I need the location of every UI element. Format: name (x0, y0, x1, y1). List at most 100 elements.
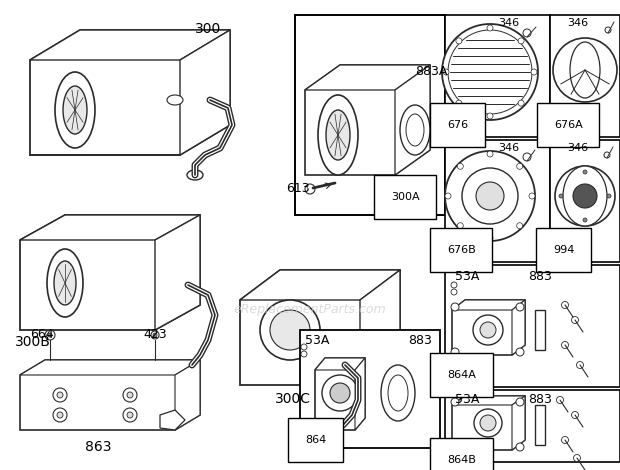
Bar (300, 330, 440, 448)
Polygon shape (20, 360, 200, 430)
Circle shape (573, 184, 597, 208)
Circle shape (516, 348, 524, 356)
Circle shape (523, 29, 531, 37)
Circle shape (480, 322, 496, 338)
Circle shape (445, 193, 451, 199)
Polygon shape (535, 310, 545, 350)
Circle shape (151, 331, 159, 339)
Circle shape (57, 392, 63, 398)
Polygon shape (355, 358, 365, 430)
Circle shape (451, 398, 459, 406)
Polygon shape (360, 270, 400, 385)
Polygon shape (305, 65, 430, 90)
Ellipse shape (406, 114, 424, 146)
Ellipse shape (336, 420, 350, 430)
Circle shape (476, 182, 504, 210)
Polygon shape (20, 215, 200, 240)
Text: 300B: 300B (15, 335, 51, 349)
Ellipse shape (54, 261, 76, 305)
Circle shape (53, 408, 67, 422)
Text: 676: 676 (447, 120, 468, 130)
Circle shape (487, 25, 493, 31)
Circle shape (480, 415, 496, 431)
Circle shape (529, 193, 535, 199)
Circle shape (127, 392, 133, 398)
Bar (445, 140, 550, 262)
Bar (445, 15, 550, 137)
Text: 676A: 676A (554, 120, 583, 130)
Circle shape (607, 194, 611, 198)
Circle shape (562, 301, 569, 308)
Circle shape (451, 289, 457, 295)
Ellipse shape (187, 170, 203, 180)
Text: 664: 664 (30, 328, 53, 341)
Circle shape (57, 412, 63, 418)
Circle shape (516, 303, 524, 311)
Circle shape (562, 437, 569, 444)
Circle shape (562, 342, 569, 348)
Ellipse shape (570, 42, 600, 98)
Circle shape (487, 113, 493, 119)
Circle shape (301, 344, 307, 350)
Polygon shape (20, 360, 200, 375)
Polygon shape (20, 215, 200, 330)
Polygon shape (452, 396, 525, 450)
Text: 994: 994 (553, 245, 574, 255)
Text: 864B: 864B (447, 455, 476, 465)
Polygon shape (30, 30, 230, 155)
Text: 676B: 676B (447, 245, 476, 255)
Polygon shape (395, 65, 430, 175)
Circle shape (53, 388, 67, 402)
Text: 864A: 864A (447, 370, 476, 380)
Circle shape (523, 153, 531, 161)
Text: 300C: 300C (275, 392, 311, 406)
Circle shape (301, 351, 307, 357)
Text: 883: 883 (528, 270, 552, 283)
Ellipse shape (318, 95, 358, 175)
Polygon shape (512, 396, 525, 450)
Polygon shape (160, 410, 185, 430)
Circle shape (604, 152, 610, 158)
Circle shape (451, 460, 457, 466)
Polygon shape (452, 300, 525, 310)
Polygon shape (305, 65, 430, 175)
Ellipse shape (326, 110, 350, 160)
Ellipse shape (375, 177, 405, 195)
Circle shape (516, 163, 523, 169)
Text: 53A: 53A (455, 270, 479, 283)
Circle shape (559, 194, 563, 198)
Text: 300A: 300A (391, 192, 420, 202)
Text: 346: 346 (567, 143, 588, 153)
Circle shape (577, 361, 583, 368)
Bar (550, 15, 620, 137)
Circle shape (451, 443, 459, 451)
Ellipse shape (167, 95, 183, 105)
Circle shape (605, 27, 611, 33)
Circle shape (456, 38, 462, 44)
Text: 81: 81 (372, 197, 388, 210)
Circle shape (322, 375, 358, 411)
Circle shape (557, 397, 564, 404)
Circle shape (531, 69, 537, 75)
Circle shape (443, 69, 449, 75)
Polygon shape (240, 270, 400, 300)
Circle shape (516, 398, 524, 406)
Circle shape (451, 348, 459, 356)
Ellipse shape (47, 249, 83, 317)
Circle shape (474, 409, 502, 437)
Text: 53A: 53A (305, 334, 329, 347)
Bar (445, 390, 620, 462)
Polygon shape (155, 215, 200, 330)
Polygon shape (315, 358, 365, 370)
Text: 423: 423 (143, 328, 167, 341)
Circle shape (583, 218, 587, 222)
Ellipse shape (400, 105, 430, 155)
Circle shape (45, 330, 55, 340)
Text: 53A: 53A (455, 393, 479, 406)
Polygon shape (535, 405, 545, 445)
Circle shape (574, 454, 580, 462)
Text: 300: 300 (195, 22, 221, 36)
Ellipse shape (185, 360, 199, 370)
Text: 883: 883 (528, 393, 552, 406)
Ellipse shape (381, 365, 415, 421)
